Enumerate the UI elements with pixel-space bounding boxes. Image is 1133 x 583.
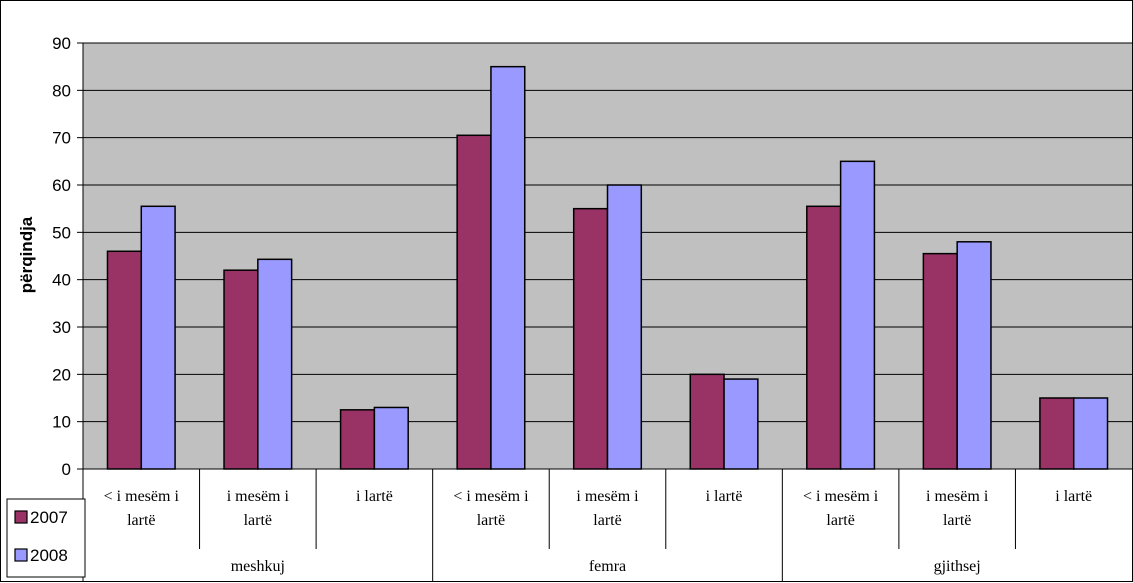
y-tick-label: 10: [52, 413, 71, 432]
bar-2007-4: [572, 207, 609, 470]
bar-2008-8: [1072, 397, 1109, 470]
category-label: lartë: [127, 512, 155, 529]
group-label: meshkuj: [231, 558, 285, 575]
bar-2008-4: [606, 184, 643, 470]
y-tick-label: 70: [52, 129, 71, 148]
category-label: < i mesëm i: [104, 488, 180, 505]
bar-2008-6: [839, 160, 876, 470]
group-label: gjithsej: [934, 558, 981, 575]
y-tick-label: 40: [52, 271, 71, 290]
bar-2007-7: [922, 252, 958, 470]
bar-2008-7: [956, 241, 992, 470]
category-label: < i mesëm i: [803, 488, 879, 505]
legend-label-2007: 2007: [30, 508, 68, 527]
category-label: lartë: [593, 512, 621, 529]
y-tick-label: 90: [52, 34, 71, 53]
legend-swatch-2008: [14, 548, 28, 562]
category-label: < i mesëm i: [453, 488, 529, 505]
y-tick-label: 60: [52, 176, 71, 195]
bar-2007-6: [806, 205, 842, 470]
bar-2008-0: [140, 205, 176, 470]
category-label: i mesëm i: [576, 488, 639, 505]
group-label: femra: [589, 558, 626, 575]
y-axis-label: përqindja: [17, 216, 36, 293]
bar-2008-2: [373, 406, 409, 470]
category-label: lartë: [943, 512, 971, 529]
legend-label-2008: 2008: [30, 546, 68, 565]
bar-2007-8: [1039, 397, 1075, 470]
category-label: lartë: [244, 512, 272, 529]
legend-swatch-2007: [14, 510, 28, 524]
category-label: i mesëm i: [926, 488, 989, 505]
category-label: i lartë: [706, 488, 743, 505]
bar-2007-3: [456, 134, 492, 470]
y-tick-label: 0: [62, 460, 71, 479]
bar-2007-0: [106, 250, 143, 470]
bar-2007-1: [223, 269, 259, 470]
y-tick-label: 20: [52, 365, 71, 384]
bar-2008-5: [723, 378, 759, 470]
category-label: lartë: [477, 512, 505, 529]
category-label: i lartë: [1055, 488, 1092, 505]
bar-2007-2: [339, 409, 376, 470]
category-label: i mesëm i: [227, 488, 290, 505]
y-tick-label: 30: [52, 318, 71, 337]
y-tick-label: 50: [52, 223, 71, 242]
bar-2008-3: [490, 65, 526, 470]
y-tick-label: 80: [52, 81, 71, 100]
bar-2007-5: [689, 373, 725, 470]
category-label: i lartë: [356, 488, 393, 505]
bar-2008-1: [257, 258, 293, 470]
category-label: lartë: [826, 512, 854, 529]
